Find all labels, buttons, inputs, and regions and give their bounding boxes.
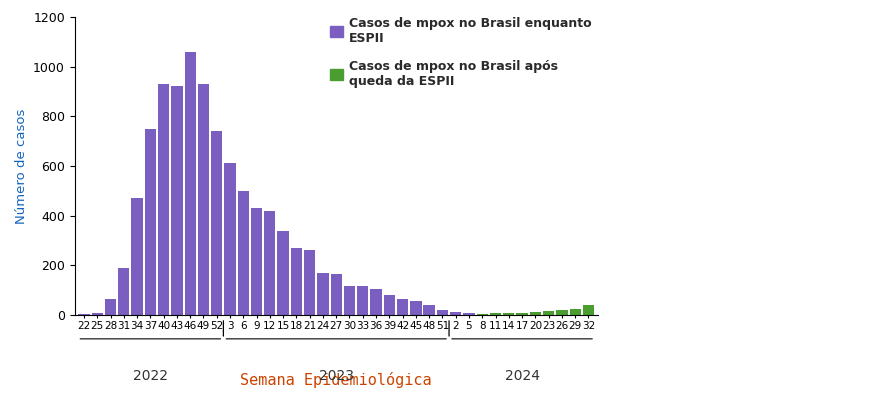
Bar	[397, 299, 407, 315]
Bar	[78, 314, 90, 315]
Bar	[543, 311, 554, 315]
Text: 2022: 2022	[133, 369, 168, 383]
Bar	[198, 84, 209, 315]
Bar	[489, 314, 500, 315]
Bar	[250, 208, 262, 315]
Bar	[104, 299, 116, 315]
Bar	[489, 313, 500, 315]
Bar	[211, 131, 222, 315]
Bar	[502, 314, 514, 315]
Bar	[502, 313, 514, 315]
Bar	[463, 313, 474, 315]
Bar	[356, 286, 368, 315]
Bar	[317, 273, 328, 315]
Bar	[436, 310, 448, 315]
Bar	[291, 248, 302, 315]
Bar	[158, 84, 169, 315]
Text: 2024: 2024	[504, 369, 539, 383]
Text: 2023: 2023	[319, 369, 353, 383]
X-axis label: Semana Epidemiológica: Semana Epidemiológica	[240, 372, 432, 388]
Bar	[132, 198, 142, 315]
Bar	[556, 310, 567, 315]
Bar	[237, 191, 248, 315]
Bar	[330, 274, 342, 315]
Bar	[476, 314, 487, 315]
Legend: Casos de mpox no Brasil enquanto
ESPII, Casos de mpox no Brasil após
queda da ES: Casos de mpox no Brasil enquanto ESPII, …	[325, 12, 596, 93]
Bar	[582, 305, 594, 315]
Bar	[476, 314, 487, 315]
Bar	[529, 312, 540, 315]
Bar	[343, 286, 355, 315]
Bar	[423, 305, 435, 315]
Bar	[171, 87, 183, 315]
Bar	[370, 289, 381, 315]
Bar	[264, 210, 275, 315]
Bar	[410, 301, 421, 315]
Y-axis label: Número de casos: Número de casos	[15, 108, 27, 223]
Bar	[516, 312, 527, 315]
Bar	[450, 312, 461, 315]
Bar	[304, 250, 315, 315]
Bar	[145, 129, 155, 315]
Bar	[224, 163, 235, 315]
Bar	[569, 309, 580, 315]
Bar	[91, 313, 103, 315]
Bar	[118, 268, 129, 315]
Bar	[184, 52, 196, 315]
Bar	[277, 231, 289, 315]
Bar	[383, 295, 394, 315]
